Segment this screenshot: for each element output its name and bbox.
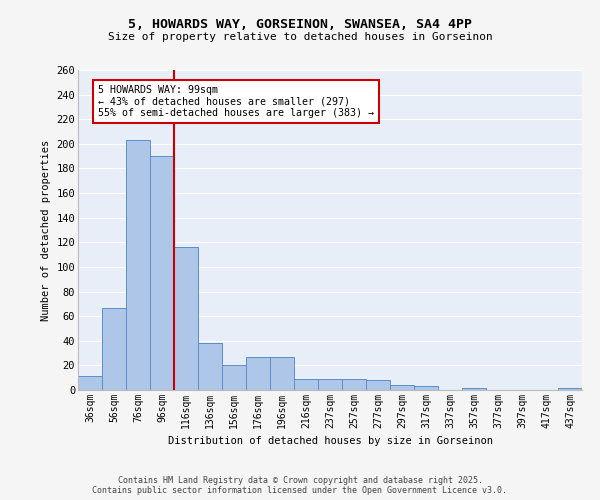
Bar: [462, 388, 486, 390]
Bar: [366, 380, 390, 390]
Bar: [174, 247, 198, 390]
X-axis label: Distribution of detached houses by size in Gorseinon: Distribution of detached houses by size …: [167, 436, 493, 446]
Bar: [126, 140, 150, 390]
Bar: [342, 379, 366, 390]
Text: Contains HM Land Registry data © Crown copyright and database right 2025.
Contai: Contains HM Land Registry data © Crown c…: [92, 476, 508, 495]
Bar: [318, 379, 342, 390]
Text: 5 HOWARDS WAY: 99sqm
← 43% of detached houses are smaller (297)
55% of semi-deta: 5 HOWARDS WAY: 99sqm ← 43% of detached h…: [98, 85, 374, 118]
Bar: [414, 386, 438, 390]
Bar: [198, 343, 222, 390]
Bar: [102, 308, 126, 390]
Y-axis label: Number of detached properties: Number of detached properties: [41, 140, 51, 320]
Bar: [78, 376, 102, 390]
Bar: [390, 385, 414, 390]
Text: Size of property relative to detached houses in Gorseinon: Size of property relative to detached ho…: [107, 32, 493, 42]
Bar: [150, 156, 174, 390]
Bar: [246, 357, 270, 390]
Bar: [558, 388, 582, 390]
Bar: [222, 366, 246, 390]
Text: 5, HOWARDS WAY, GORSEINON, SWANSEA, SA4 4PP: 5, HOWARDS WAY, GORSEINON, SWANSEA, SA4 …: [128, 18, 472, 30]
Bar: [294, 379, 318, 390]
Bar: [270, 357, 294, 390]
